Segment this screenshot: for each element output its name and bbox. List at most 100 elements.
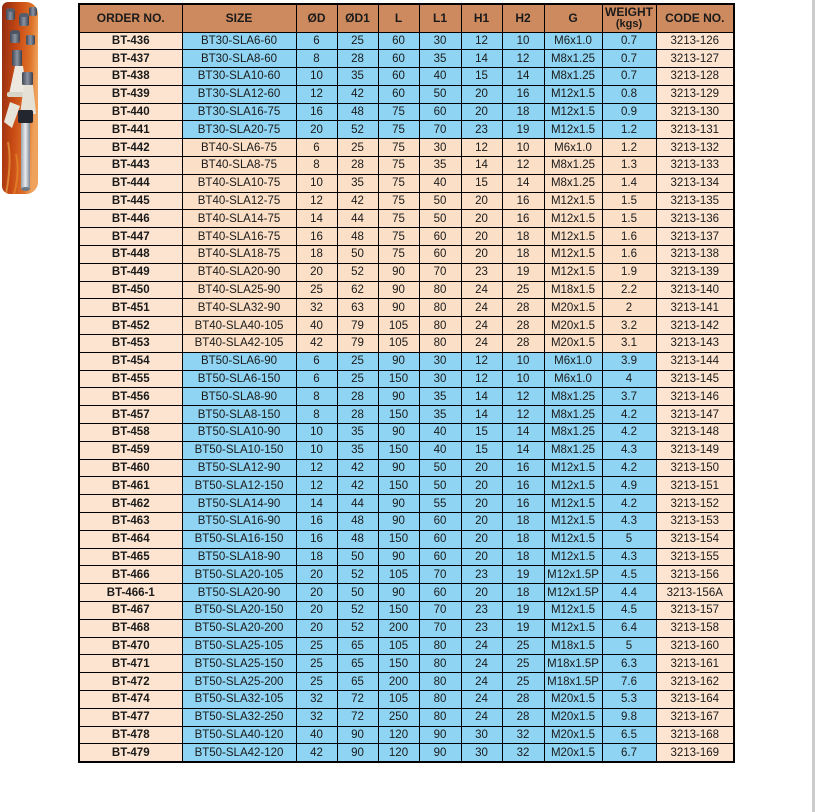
cell-size: BT50-SLA25-105 — [181, 636, 297, 656]
cell-order-no: BT-474 — [78, 689, 183, 709]
cell-g: M8x1.25 — [543, 423, 603, 442]
cell-od: 12 — [295, 476, 338, 496]
cell-g: M20x1.5 — [543, 316, 603, 336]
cell-l: 105 — [377, 636, 420, 656]
cell-h1: 15 — [460, 67, 503, 86]
cell-h1: 30 — [460, 743, 503, 763]
cell-h2: 18 — [501, 245, 545, 264]
cell-g: M8x1.25 — [543, 405, 603, 425]
cell-weight: 4.9 — [601, 476, 657, 496]
table-row: BT-462 BT50-SLA14-90 14 44 90 55 20 16 M12x1.5 4.… — [78, 494, 735, 514]
cell-h1: 24 — [460, 672, 503, 691]
table-row: BT-452 BT40-SLA40-105 40 79 105 80 24 28 M20x1.5… — [78, 316, 735, 336]
cell-h1: 20 — [460, 476, 503, 496]
cell-od1: 44 — [336, 209, 379, 229]
cell-h1: 23 — [460, 565, 503, 585]
cell-h1: 20 — [460, 512, 503, 531]
cell-od: 16 — [295, 512, 338, 531]
cell-weight: 6.4 — [601, 618, 657, 638]
header-code-no: CODE NO. — [655, 3, 735, 33]
cell-order-no: BT-463 — [78, 512, 183, 531]
cell-weight: 1.5 — [601, 191, 657, 211]
cell-weight: 4.3 — [601, 440, 657, 460]
cell-l1: 60 — [418, 529, 462, 549]
table-row: BT-448 BT40-SLA18-75 18 50 75 60 20 18 M12x1.5 1.… — [78, 245, 735, 264]
cell-od: 6 — [295, 369, 338, 389]
cell-weight: 4.5 — [601, 601, 657, 620]
cell-size: BT50-SLA42-120 — [181, 743, 297, 763]
cell-h2: 32 — [501, 743, 545, 763]
cell-l1: 60 — [418, 583, 462, 602]
cell-h1: 12 — [460, 369, 503, 389]
cell-od: 32 — [295, 689, 338, 709]
cell-l1: 50 — [418, 209, 462, 229]
cell-od: 20 — [295, 583, 338, 602]
table-row: BT-447 BT40-SLA16-75 16 48 75 60 20 18 M12x1.5 1.… — [78, 227, 735, 247]
cell-od1: 79 — [336, 334, 379, 353]
cell-code-no: 3213-168 — [655, 725, 735, 745]
cell-h2: 10 — [501, 138, 545, 158]
cell-order-no: BT-442 — [78, 138, 183, 158]
cell-weight: 4.3 — [601, 547, 657, 567]
cell-l: 150 — [377, 440, 420, 460]
cell-order-no: BT-472 — [78, 672, 183, 691]
cell-code-no: 3213-135 — [655, 191, 735, 211]
cell-order-no: BT-460 — [78, 458, 183, 478]
cell-h1: 15 — [460, 440, 503, 460]
cell-h2: 32 — [501, 725, 545, 745]
cell-h2: 12 — [501, 387, 545, 407]
cell-l: 90 — [377, 423, 420, 442]
cell-code-no: 3213-142 — [655, 316, 735, 336]
table-row: BT-454 BT50-SLA6-90 6 25 90 30 12 10 M6x1.0 3.9 32… — [78, 351, 735, 371]
cell-g: M12x1.5 — [543, 209, 603, 229]
table-row: BT-478 BT50-SLA40-120 40 90 120 90 30 32 M20x1.5… — [78, 725, 735, 745]
cell-od1: 42 — [336, 458, 379, 478]
cell-od: 32 — [295, 298, 338, 318]
cell-l: 60 — [377, 31, 420, 51]
cell-g: M12x1.5 — [543, 601, 603, 620]
cell-order-no: BT-452 — [78, 316, 183, 336]
cell-l1: 80 — [418, 280, 462, 300]
table-row: BT-479 BT50-SLA42-120 42 90 120 90 30 32 M20x1.5… — [78, 743, 735, 763]
cell-od: 20 — [295, 262, 338, 282]
cell-h1: 14 — [460, 156, 503, 175]
cell-code-no: 3213-132 — [655, 138, 735, 158]
cell-weight: 4.2 — [601, 423, 657, 442]
cell-order-no: BT-478 — [78, 725, 183, 745]
cell-g: M12x1.5 — [543, 458, 603, 478]
cell-od: 6 — [295, 31, 338, 51]
cell-order-no: BT-445 — [78, 191, 183, 211]
cell-weight: 3.7 — [601, 387, 657, 407]
cell-od: 25 — [295, 654, 338, 674]
cell-od1: 28 — [336, 49, 379, 69]
cell-code-no: 3213-129 — [655, 84, 735, 104]
cell-order-no: BT-466-1 — [78, 583, 183, 602]
table-row: BT-441 BT30-SLA20-75 20 52 75 70 23 19 M12x1.5 1.… — [78, 120, 735, 140]
cell-h1: 20 — [460, 494, 503, 514]
cell-h2: 28 — [501, 334, 545, 353]
cell-g: M12x1.5 — [543, 476, 603, 496]
cell-l1: 90 — [418, 725, 462, 745]
cell-h2: 19 — [501, 120, 545, 140]
cell-size: BT50-SLA40-120 — [181, 725, 297, 745]
cell-h1: 23 — [460, 618, 503, 638]
cell-od: 20 — [295, 601, 338, 620]
cell-h1: 23 — [460, 120, 503, 140]
cell-h1: 24 — [460, 316, 503, 336]
cell-size: BT50-SLA14-90 — [181, 494, 297, 514]
cell-order-no: BT-454 — [78, 351, 183, 371]
cell-weight: 5 — [601, 529, 657, 549]
cell-od: 42 — [295, 334, 338, 353]
cell-od1: 65 — [336, 654, 379, 674]
header-h1: H1 — [460, 3, 503, 33]
cell-size: BT50-SLA25-200 — [181, 672, 297, 691]
cell-l: 75 — [377, 191, 420, 211]
cell-weight: 4.2 — [601, 405, 657, 425]
cell-h1: 24 — [460, 280, 503, 300]
cell-code-no: 3213-131 — [655, 120, 735, 140]
cell-h2: 10 — [501, 369, 545, 389]
cell-order-no: BT-466 — [78, 565, 183, 585]
cell-order-no: BT-458 — [78, 423, 183, 442]
cell-od: 14 — [295, 209, 338, 229]
cell-size: BT40-SLA14-75 — [181, 209, 297, 229]
